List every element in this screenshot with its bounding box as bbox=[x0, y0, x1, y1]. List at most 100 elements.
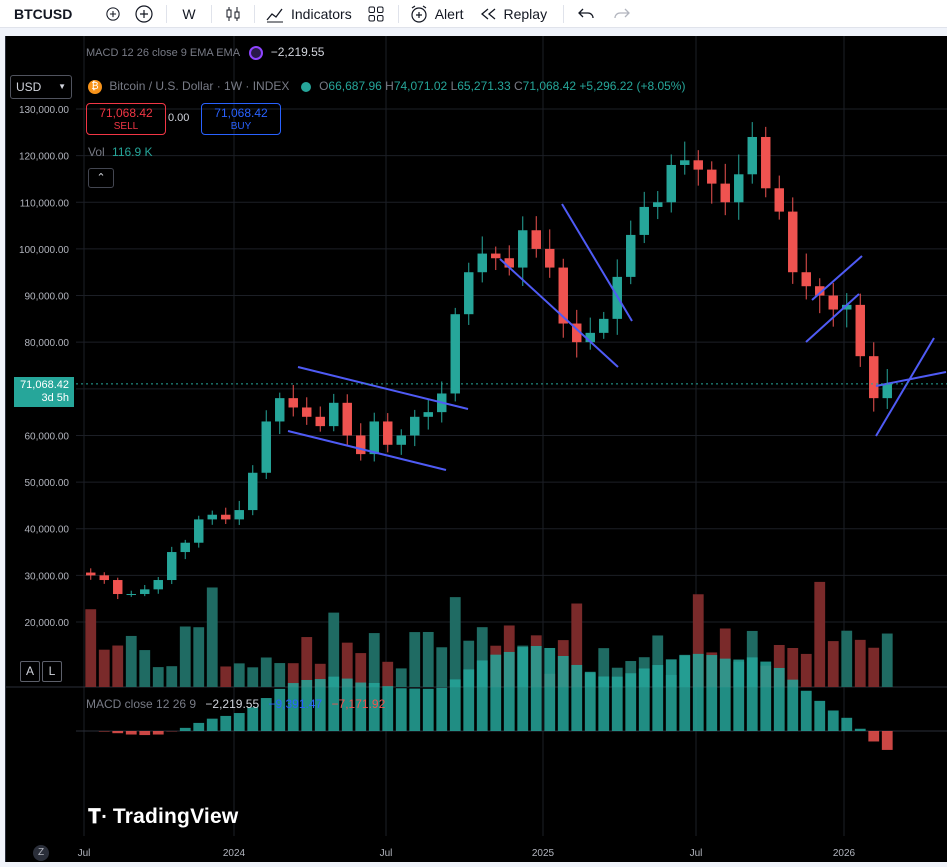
volume-bar bbox=[436, 647, 447, 687]
volume-bar bbox=[301, 637, 312, 687]
time-axis-label: Jul bbox=[690, 848, 703, 859]
macd-histogram-bar bbox=[409, 689, 420, 731]
interval-button[interactable]: W bbox=[171, 0, 207, 28]
volume-bar bbox=[409, 632, 420, 687]
macd-histogram-bar bbox=[126, 731, 137, 735]
alert-button[interactable]: Alert bbox=[403, 0, 470, 28]
undo-icon[interactable] bbox=[568, 0, 604, 28]
macd-histogram-bar bbox=[193, 723, 204, 731]
layouts-icon[interactable] bbox=[358, 0, 394, 28]
macd-histogram-bar bbox=[423, 689, 434, 731]
volume-bar bbox=[801, 654, 812, 687]
macd-histogram-bar bbox=[706, 655, 717, 731]
candle-body bbox=[856, 305, 865, 356]
price-axis-label: 90,000.00 bbox=[25, 292, 70, 303]
market-status-icon bbox=[301, 82, 311, 92]
indicators-button[interactable]: Indicators bbox=[259, 0, 358, 28]
volume-bar bbox=[274, 663, 285, 687]
candle-body bbox=[343, 403, 352, 436]
candle-body bbox=[707, 170, 716, 184]
macd-histogram-bar bbox=[666, 659, 677, 731]
symbol-search-button[interactable]: BTCUSD bbox=[0, 0, 100, 28]
high-value: 74,071.02 bbox=[394, 79, 447, 93]
macd-histogram-bar bbox=[841, 718, 852, 731]
collapse-legend-button[interactable]: ⌃ bbox=[88, 168, 114, 188]
macd-top-value: −2,219.55 bbox=[271, 45, 325, 59]
histogram-value: −7,171.92 bbox=[332, 697, 386, 711]
price-axis-label: 80,000.00 bbox=[25, 338, 70, 349]
bitcoin-logo-icon: ₿ bbox=[88, 80, 102, 94]
candle-body bbox=[127, 594, 136, 595]
branding-text: TradingView bbox=[113, 805, 239, 828]
chevron-down-icon: ▼ bbox=[58, 80, 66, 94]
candle-body bbox=[653, 202, 662, 207]
macd-visibility-icon[interactable] bbox=[249, 46, 263, 60]
macd-histogram-bar bbox=[585, 672, 596, 731]
compare-icon[interactable] bbox=[126, 0, 162, 28]
macd-histogram-bar bbox=[112, 731, 123, 733]
sell-button[interactable]: 71,068.42 SELL bbox=[86, 103, 166, 135]
auto-scale-button[interactable]: A bbox=[20, 661, 40, 682]
candle-body bbox=[356, 435, 365, 454]
volume-bar bbox=[396, 668, 407, 687]
candle-body bbox=[167, 552, 176, 580]
candle-body bbox=[289, 398, 298, 407]
volume-bar bbox=[207, 587, 218, 687]
candle-body bbox=[451, 314, 460, 393]
macd-label: MACD close 12 26 9 bbox=[86, 697, 196, 711]
price-axis: 130,000.00120,000.00110,000.00100,000.00… bbox=[19, 105, 69, 629]
macd-histogram-bar bbox=[544, 648, 555, 731]
macd-histogram-bar bbox=[180, 728, 191, 731]
candle-body bbox=[667, 165, 676, 202]
volume-label: Vol bbox=[88, 145, 105, 159]
macd-histogram-bar bbox=[396, 688, 407, 731]
log-scale-button[interactable]: L bbox=[42, 661, 62, 682]
price-chart[interactable]: 130,000.00120,000.00110,000.00100,000.00… bbox=[6, 36, 947, 862]
volume-bar bbox=[234, 663, 245, 687]
macd-histogram-bar bbox=[477, 660, 488, 731]
candle-body bbox=[599, 319, 608, 333]
candle-body bbox=[208, 515, 217, 520]
buy-price: 71,068.42 bbox=[202, 106, 280, 120]
macd-histogram-bar bbox=[234, 713, 245, 731]
volume-bar bbox=[85, 609, 96, 687]
macd-histogram-bar bbox=[760, 662, 771, 731]
candle-body bbox=[869, 356, 878, 398]
volume-bars bbox=[85, 582, 892, 687]
currency-select[interactable]: USD ▼ bbox=[10, 75, 72, 99]
buy-label: BUY bbox=[202, 120, 280, 134]
macd-histogram-bar bbox=[436, 688, 447, 731]
macd-histogram-bar bbox=[504, 652, 515, 731]
macd-histogram-bar bbox=[720, 659, 731, 731]
rewind-icon bbox=[480, 7, 498, 21]
candle-body bbox=[86, 573, 95, 576]
currency-value: USD bbox=[16, 80, 41, 94]
trendline bbox=[288, 431, 446, 470]
timezone-button[interactable]: Z bbox=[33, 845, 49, 861]
tradingview-logo: 𝐓∙TradingView bbox=[88, 805, 238, 829]
candle-body bbox=[802, 272, 811, 286]
macd-histogram-bar bbox=[490, 655, 501, 731]
add-symbol-icon[interactable] bbox=[100, 0, 126, 28]
replay-button[interactable]: Replay bbox=[474, 0, 554, 28]
toolbar-divider bbox=[211, 5, 212, 23]
redo-icon[interactable] bbox=[604, 0, 640, 28]
candles-style-icon[interactable] bbox=[216, 0, 250, 28]
macd-histogram-bar bbox=[639, 668, 650, 731]
macd-histogram-bar bbox=[733, 660, 744, 731]
candle-body bbox=[194, 519, 203, 542]
candle-body bbox=[883, 384, 892, 398]
signal-value: −9,391.47 bbox=[268, 697, 322, 711]
buy-button[interactable]: 71,068.42 BUY bbox=[201, 103, 281, 135]
symbol-legend: ₿ Bitcoin / U.S. Dollar · 1W · INDEX O66… bbox=[88, 79, 685, 94]
candle-body bbox=[221, 515, 230, 520]
current-price-value: 71,068.42 bbox=[19, 379, 69, 392]
macd-top-legend: MACD 12 26 close 9 EMA EMA −2,219.55 bbox=[86, 45, 324, 60]
bar-countdown: 3d 5h bbox=[19, 392, 69, 405]
candle-body bbox=[383, 421, 392, 444]
volume-bar bbox=[868, 648, 879, 687]
close-label: C bbox=[514, 79, 523, 93]
candle-body bbox=[262, 421, 271, 472]
